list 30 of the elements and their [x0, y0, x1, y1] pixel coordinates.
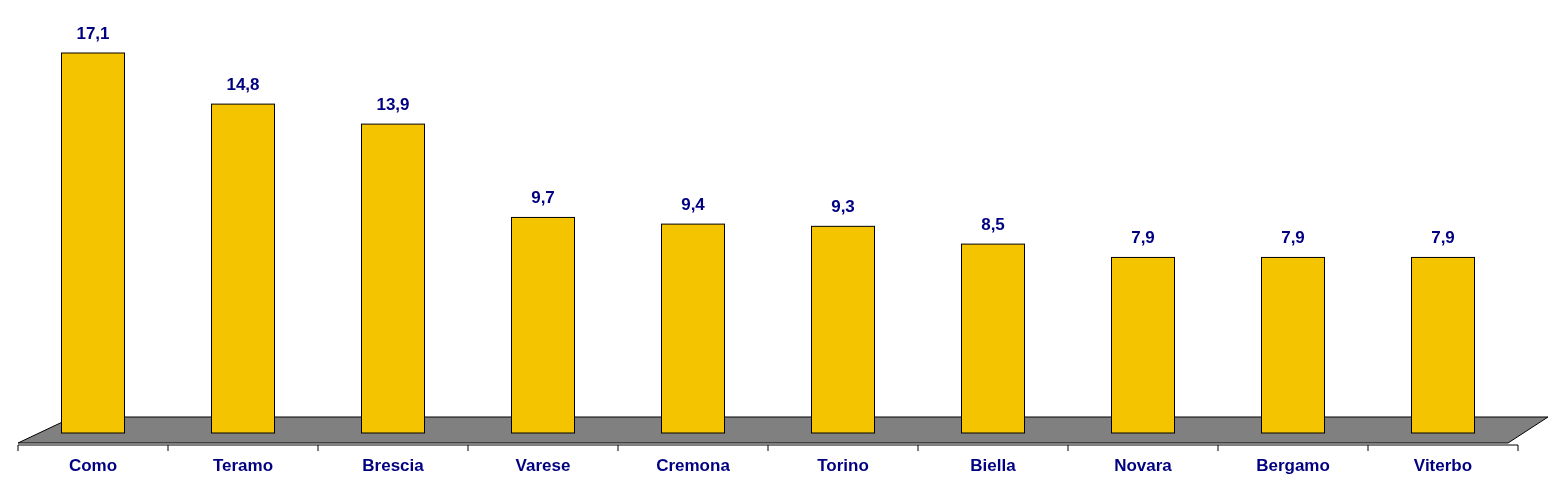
- data-label: 17,1: [76, 24, 110, 43]
- bar: [1411, 256, 1475, 434]
- data-label: 13,9: [376, 95, 410, 115]
- data-label: 7,9: [1131, 228, 1155, 248]
- bar: [211, 103, 275, 434]
- bar: [1261, 256, 1325, 434]
- x-tick-label: Teramo: [212, 456, 274, 475]
- bar: [61, 52, 125, 434]
- data-label: 7,9: [1281, 228, 1305, 248]
- data-label: 9,3: [831, 197, 855, 217]
- x-tick-label: Cremona: [656, 456, 731, 475]
- x-tick-label: Como: [68, 456, 118, 475]
- data-label: 14,8: [226, 75, 260, 95]
- data-label: 7,9: [1431, 228, 1455, 248]
- x-tick-label: Brescia: [362, 456, 425, 475]
- bar: [811, 225, 875, 434]
- x-tick-label: Bergamo: [1256, 456, 1330, 475]
- x-tick-label: Biella: [970, 456, 1017, 475]
- data-label: 9,4: [681, 195, 706, 215]
- data-label: 9,7: [531, 188, 555, 208]
- x-tick-label: Viterbo: [1413, 456, 1473, 475]
- data-label: 8,5: [981, 215, 1005, 235]
- bar: [511, 216, 575, 434]
- x-tick-label: Novara: [1114, 456, 1173, 475]
- bar: [361, 123, 425, 434]
- bar: [961, 243, 1025, 434]
- bar: [1111, 256, 1175, 434]
- x-tick-label: Torino: [817, 456, 869, 475]
- bar: [661, 223, 725, 434]
- x-tick-label: Varese: [515, 456, 571, 475]
